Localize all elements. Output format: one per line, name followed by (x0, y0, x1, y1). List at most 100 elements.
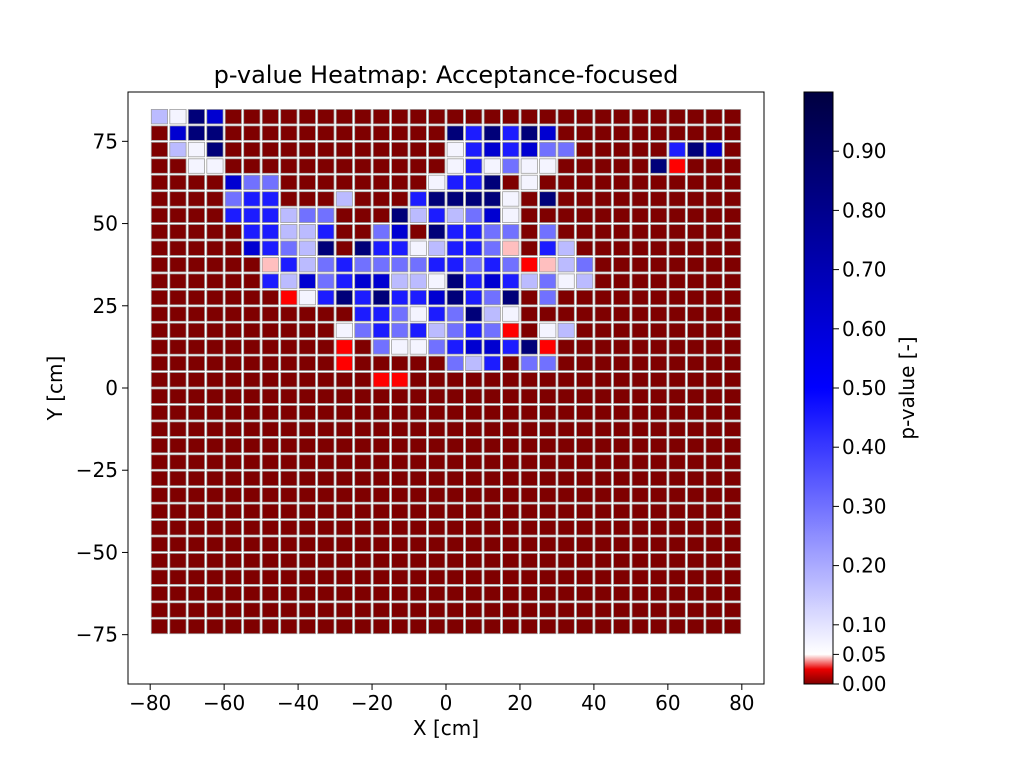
heatmap-cell (687, 388, 705, 404)
heatmap-cell (631, 207, 649, 224)
heatmap-cell (650, 585, 668, 602)
heatmap-cell (280, 618, 298, 635)
heatmap-cell (391, 289, 409, 306)
heatmap-cell (576, 158, 594, 174)
heatmap-cell (520, 109, 538, 125)
heatmap-cell (428, 355, 446, 372)
heatmap-cell (446, 553, 464, 569)
heatmap-cell (150, 306, 169, 322)
heatmap-cell (446, 322, 464, 339)
heatmap-cell (465, 553, 483, 569)
heatmap-cell (150, 125, 169, 141)
heatmap-cell (354, 437, 372, 454)
heatmap-cell (724, 339, 742, 355)
heatmap-cell (280, 207, 298, 224)
heatmap-cell (391, 191, 409, 207)
heatmap-cell (372, 355, 390, 372)
heatmap-cell (483, 372, 501, 388)
heatmap-cell (298, 569, 316, 585)
heatmap-cell (224, 404, 242, 421)
heatmap-cell (687, 470, 705, 487)
heatmap-cell (428, 141, 446, 158)
heatmap-cell (298, 256, 316, 273)
heatmap-cell (409, 503, 427, 520)
heatmap-cell (520, 454, 538, 470)
heatmap-cell (187, 372, 206, 388)
heatmap-cell (539, 273, 557, 289)
heatmap-cell (335, 553, 353, 569)
heatmap-cell (613, 372, 631, 388)
heatmap-cell (317, 109, 335, 125)
heatmap-cell (372, 224, 390, 240)
heatmap-cell (502, 224, 520, 240)
heatmap-cell (372, 388, 390, 404)
heatmap-cell (372, 585, 390, 602)
heatmap-cell (354, 355, 372, 372)
heatmap-cell (224, 125, 242, 141)
heatmap-cell (428, 618, 446, 635)
heatmap-cell (428, 207, 446, 224)
heatmap-cell (502, 109, 520, 125)
heatmap-cell (687, 322, 705, 339)
heatmap-cell (631, 256, 649, 273)
heatmap-cell (557, 240, 575, 256)
heatmap-cell (724, 158, 742, 174)
heatmap-cell (261, 256, 279, 273)
heatmap-cell (224, 470, 242, 487)
heatmap-cell (557, 404, 575, 421)
heatmap-cell (169, 306, 187, 322)
heatmap-cell (187, 404, 206, 421)
heatmap-cell (298, 158, 316, 174)
heatmap-cell (650, 437, 668, 454)
heatmap-cell (280, 174, 298, 191)
heatmap-cell (243, 289, 261, 306)
heatmap-cell (150, 569, 169, 585)
heatmap-cell (520, 273, 538, 289)
heatmap-cell (613, 536, 631, 552)
heatmap-cell (446, 503, 464, 520)
heatmap-cell (224, 207, 242, 224)
heatmap-cell (391, 454, 409, 470)
heatmap-cell (169, 487, 187, 503)
heatmap-cell (187, 207, 206, 224)
heatmap-cell (372, 207, 390, 224)
heatmap-cell (206, 421, 224, 437)
heatmap-cell (483, 273, 501, 289)
heatmap-cell (428, 273, 446, 289)
heatmap-cell (224, 224, 242, 240)
heatmap-cell (169, 207, 187, 224)
heatmap-cell (354, 125, 372, 141)
heatmap-cell (187, 602, 206, 618)
heatmap-cell (169, 256, 187, 273)
heatmap-cell (298, 437, 316, 454)
heatmap-cell (428, 503, 446, 520)
heatmap-cell (465, 224, 483, 240)
heatmap-cell (557, 174, 575, 191)
heatmap-cell (391, 503, 409, 520)
heatmap-cell (631, 404, 649, 421)
heatmap-cell (631, 141, 649, 158)
heatmap-cell (298, 109, 316, 125)
heatmap-cell (502, 256, 520, 273)
heatmap-cell (502, 520, 520, 536)
heatmap-cell (206, 503, 224, 520)
heatmap-cell (150, 372, 169, 388)
heatmap-cell (668, 421, 686, 437)
heatmap-cell (391, 569, 409, 585)
heatmap-cell (668, 141, 686, 158)
x-tick-label: 80 (729, 691, 754, 715)
heatmap-cell (668, 503, 686, 520)
heatmap-cell (372, 487, 390, 503)
heatmap-cell (502, 388, 520, 404)
heatmap-cell (206, 520, 224, 536)
heatmap-cell (483, 109, 501, 125)
heatmap-cell (317, 553, 335, 569)
heatmap-cell (280, 520, 298, 536)
heatmap-cell (354, 520, 372, 536)
heatmap-cell (169, 191, 187, 207)
heatmap-cell (169, 437, 187, 454)
heatmap-cell (372, 141, 390, 158)
heatmap-cell (317, 256, 335, 273)
heatmap-cell (539, 224, 557, 240)
